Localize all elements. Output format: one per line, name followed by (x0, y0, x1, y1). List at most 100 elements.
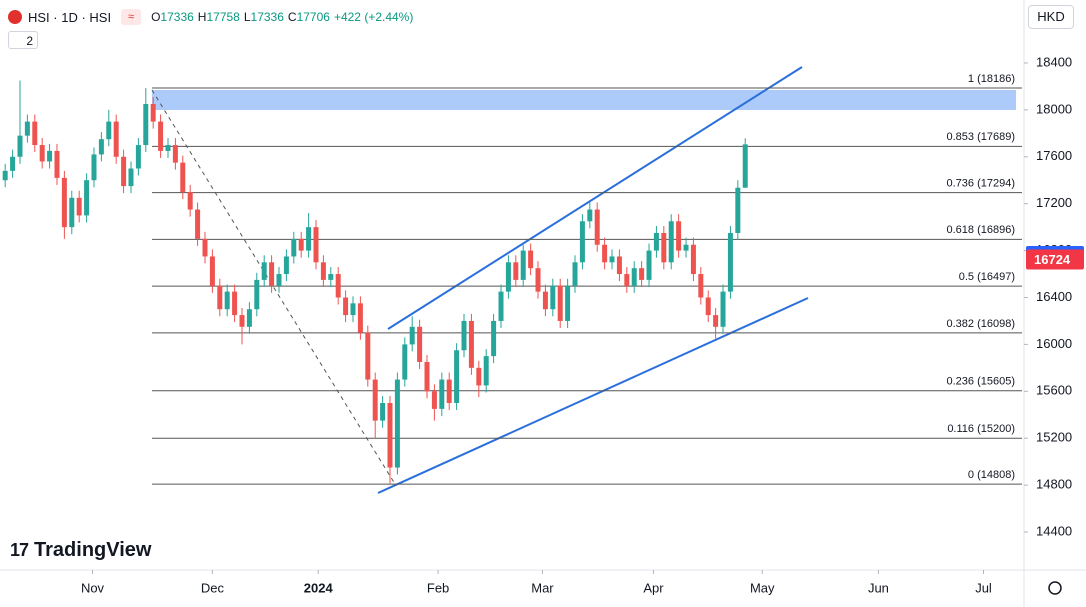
candle-body (698, 274, 704, 298)
candle-body (91, 154, 97, 181)
candle-body (372, 379, 378, 421)
symbol-logo (8, 10, 22, 24)
y-tick-label: 18000 (1036, 101, 1072, 116)
candle-body (461, 320, 467, 351)
watermark: 17 TradingView (10, 539, 152, 561)
candle-body (476, 367, 482, 386)
x-tick-label: Mar (531, 580, 554, 595)
fib-label: 0.618 (16896) (947, 224, 1016, 236)
candle-body (380, 403, 386, 421)
fib-label: 1 (18186) (968, 73, 1015, 85)
candle-body (594, 209, 600, 245)
axes: 1440014800152001560016000164001680017200… (81, 54, 1084, 595)
candle-body (61, 177, 67, 228)
candle-body (335, 274, 341, 298)
x-tick-label: Jun (868, 580, 889, 595)
candle-body (84, 180, 90, 216)
x-tick-label: 2024 (304, 580, 334, 595)
candle-body (328, 274, 334, 280)
change: +422 (+2.44%) (333, 10, 414, 24)
candle-body (246, 309, 252, 327)
candle-body (150, 104, 156, 122)
candle-body (320, 262, 326, 280)
candle-body (587, 209, 593, 222)
candle-body (128, 168, 134, 187)
fib-label: 0.236 (15605) (947, 376, 1016, 388)
candle-body (676, 221, 682, 251)
candle-body (217, 285, 223, 310)
y-tick-label: 16400 (1036, 289, 1072, 304)
candle-body (291, 238, 297, 257)
candle-body (483, 356, 489, 386)
x-tick-label: Apr (643, 580, 664, 595)
ohlc-key: C (287, 10, 297, 24)
candle-body (69, 197, 75, 228)
candle-body (269, 262, 275, 286)
y-tick-label: 18400 (1036, 54, 1072, 69)
candle-body (276, 274, 282, 286)
candle-body (542, 291, 548, 310)
candle-body (98, 139, 104, 155)
ohlc-value: 17758 (206, 10, 240, 24)
candle-body (313, 227, 319, 263)
candle-body (172, 145, 178, 163)
y-tick-label: 14400 (1036, 523, 1072, 538)
candle-body (283, 256, 289, 275)
fib-layer: 1 (18186) 0.853 (17689) 0.736 (17294) 0.618… (152, 73, 1022, 485)
candle-body (742, 144, 748, 188)
candle-body (690, 244, 696, 275)
x-tick-label: May (750, 580, 775, 595)
candle-body (498, 291, 504, 321)
candle-body (2, 170, 8, 181)
currency[interactable]: HKD (1028, 5, 1074, 29)
y-tick-label: 15600 (1036, 383, 1072, 398)
settings-icon[interactable] (1048, 581, 1062, 595)
candle-body (454, 350, 460, 404)
candle-body (365, 332, 371, 380)
candle-body (705, 297, 711, 316)
price-badge (1026, 249, 1084, 270)
candle-body (224, 291, 230, 310)
candle-body (232, 291, 238, 316)
candle-body (653, 232, 659, 251)
candles (2, 80, 748, 485)
candle-body (17, 135, 23, 157)
compare-icon[interactable]: ≈ (121, 9, 142, 25)
watermark-text: TradingView (34, 539, 152, 561)
ohlc-key: O (151, 10, 161, 24)
y-tick-label: 16000 (1036, 336, 1072, 351)
x-tick-label: Nov (81, 580, 105, 595)
candle-body (106, 121, 112, 140)
candle-body (180, 162, 186, 192)
candle-body (572, 262, 578, 286)
candle-body (357, 303, 363, 333)
x-tick-label: Jul (975, 580, 992, 595)
candle-body (446, 379, 452, 404)
candle-body (491, 320, 497, 357)
candle-body (602, 244, 608, 263)
indicator-toggle[interactable]: 2 (8, 31, 38, 49)
channel-upper (387, 66, 803, 330)
candle-body (47, 150, 53, 162)
candle-body (76, 197, 82, 216)
candle-body (350, 303, 356, 316)
candle-body (513, 262, 519, 280)
candle-body (409, 326, 415, 345)
candle-body (439, 379, 445, 409)
candle-body (661, 232, 667, 263)
candle-body (528, 250, 534, 269)
candle-body (54, 150, 60, 178)
candle-body (195, 209, 201, 239)
candle-body (616, 256, 622, 275)
x-tick-label: Feb (427, 580, 449, 595)
candle-body (535, 268, 541, 292)
candle-body (727, 232, 733, 292)
candle-body (298, 238, 304, 251)
ohlc-key: L (243, 10, 251, 24)
candle-body (713, 315, 719, 327)
candle-body (639, 268, 645, 280)
candle-body (520, 250, 526, 280)
candle-body (417, 326, 423, 362)
